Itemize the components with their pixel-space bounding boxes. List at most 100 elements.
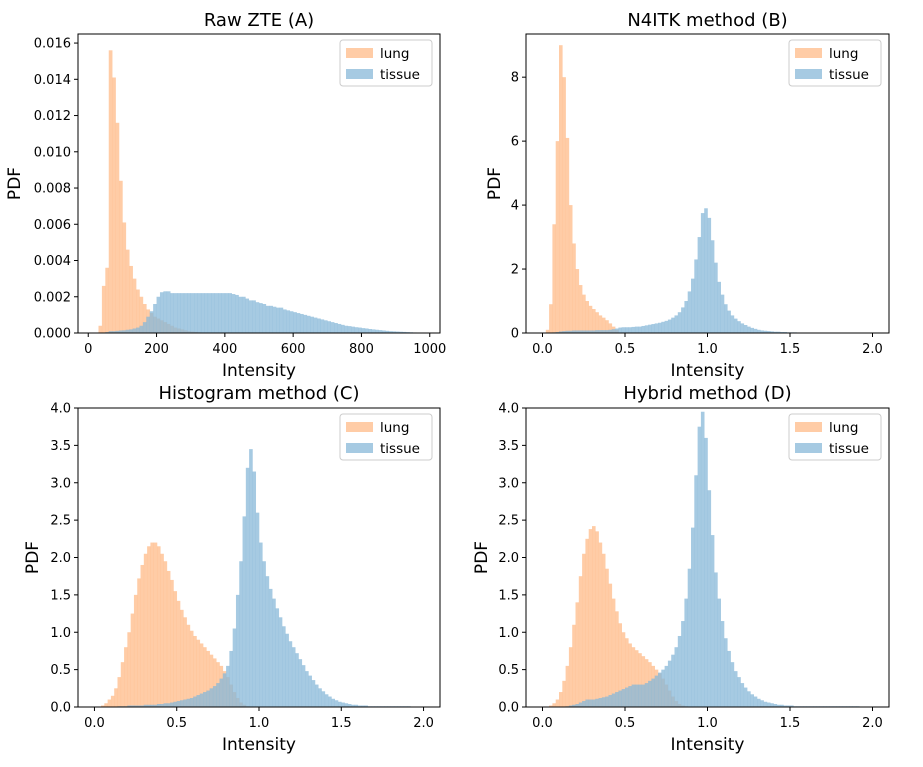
tissue-bar <box>255 512 260 707</box>
tissue-bar <box>585 330 589 333</box>
chart-title: Raw ZTE (A) <box>204 10 314 31</box>
tissue-bar <box>235 594 240 707</box>
tissue-bar <box>611 693 616 707</box>
y-tick-label: 0.004 <box>34 254 71 269</box>
tissue-bar <box>611 329 616 333</box>
tissue-bar <box>219 678 224 707</box>
legend-label-lung: lung <box>380 420 409 436</box>
lung-bar <box>160 553 164 707</box>
tissue-bar <box>265 305 270 333</box>
lung-bar <box>209 654 214 707</box>
tissue-bar <box>743 687 748 707</box>
tissue-bar <box>163 703 168 707</box>
tissue-bar <box>351 326 355 333</box>
tissue-bar <box>740 323 745 333</box>
tissue-bar <box>592 330 596 333</box>
x-tick-label: 400 <box>212 342 237 357</box>
lung-bar <box>124 647 128 707</box>
tissue-bar <box>776 331 781 333</box>
tissue-bar <box>783 705 787 707</box>
tissue-bar <box>183 293 188 333</box>
lung-bar <box>582 294 586 333</box>
tissue-bar <box>381 330 386 333</box>
tissue-bar <box>786 705 791 707</box>
y-tick-label: 0.0 <box>50 701 71 716</box>
tissue-bar <box>375 329 379 333</box>
tissue-bar <box>180 700 184 707</box>
lung-bar <box>592 526 596 707</box>
tissue-bar <box>733 671 738 707</box>
tissue-bar <box>137 705 141 707</box>
tissue-bar <box>239 561 243 707</box>
tissue-bar <box>203 692 207 707</box>
x-tick-label: 1000 <box>413 342 446 357</box>
tissue-bar <box>628 327 632 333</box>
tissue-bar <box>318 688 322 707</box>
tissue-bar <box>710 240 715 333</box>
tissue-bar <box>166 703 171 707</box>
tissue-bar <box>268 588 273 707</box>
tissue-bar <box>272 306 277 333</box>
tissue-bar <box>648 680 652 707</box>
tissue-bar <box>790 705 794 707</box>
tissue-bar <box>295 653 299 707</box>
tissue-bar <box>681 621 685 707</box>
lung-bar <box>125 249 130 333</box>
tissue-bar <box>687 291 692 333</box>
tissue-bar <box>200 293 205 333</box>
tissue-bar <box>737 677 741 707</box>
tissue-bar <box>153 304 157 333</box>
lung-bar <box>98 325 103 333</box>
tissue-bar <box>173 701 178 707</box>
tissue-bar <box>776 704 781 707</box>
x-axis-label: Intensity <box>671 361 745 381</box>
tissue-bar <box>189 698 194 707</box>
tissue-bar <box>651 678 655 707</box>
tissue-bar <box>129 329 133 333</box>
legend: lung tissue <box>339 39 433 87</box>
tissue-bar <box>190 293 195 333</box>
x-tick-label: 1.5 <box>331 716 352 731</box>
lung-bar <box>142 304 147 333</box>
tissue-bar <box>177 293 181 333</box>
tissue-bar <box>684 598 688 707</box>
tissue-bar <box>170 293 174 333</box>
tissue-bar <box>707 217 712 333</box>
tissue-bar <box>674 647 679 707</box>
tissue-bar <box>341 702 345 707</box>
tissue-bar <box>753 328 758 333</box>
lung-bar <box>137 578 141 707</box>
tissue-bar <box>595 330 599 333</box>
legend-swatch-lung <box>795 48 822 58</box>
tissue-bar <box>149 311 154 333</box>
chart-title: Hybrid method (D) <box>623 383 791 404</box>
lung-bar <box>132 278 137 333</box>
tissue-bar <box>631 326 636 333</box>
lung-bar <box>183 617 187 707</box>
legend: lung tissue <box>788 39 882 87</box>
x-tick-label: 0.5 <box>615 716 636 731</box>
tissue-bar <box>354 327 359 333</box>
legend-label-lung: lung <box>829 420 858 436</box>
lung-bar <box>114 688 118 707</box>
x-tick-label: 200 <box>144 342 169 357</box>
tissue-bar <box>166 291 171 333</box>
legend-label-tissue: tissue <box>380 67 420 83</box>
y-tick-label: 0.006 <box>34 218 71 233</box>
lung-bar <box>150 542 154 707</box>
tissue-bar <box>112 331 116 333</box>
tissue-bar <box>197 293 202 333</box>
tissue-bar <box>289 311 294 333</box>
legend-swatch-lung <box>346 48 373 58</box>
lung-bar <box>166 570 171 707</box>
tissue-bar <box>780 704 784 707</box>
y-tick-label: 0.014 <box>34 73 71 88</box>
lung-bar <box>592 309 596 333</box>
legend-swatch-tissue <box>795 443 822 453</box>
tissue-bar <box>667 319 672 333</box>
tissue-bar <box>354 704 359 707</box>
legend-swatch-tissue <box>795 69 822 79</box>
y-tick-label: 1.0 <box>50 626 71 641</box>
y-tick-label: 0.5 <box>498 663 519 678</box>
lung-bar <box>173 591 178 707</box>
